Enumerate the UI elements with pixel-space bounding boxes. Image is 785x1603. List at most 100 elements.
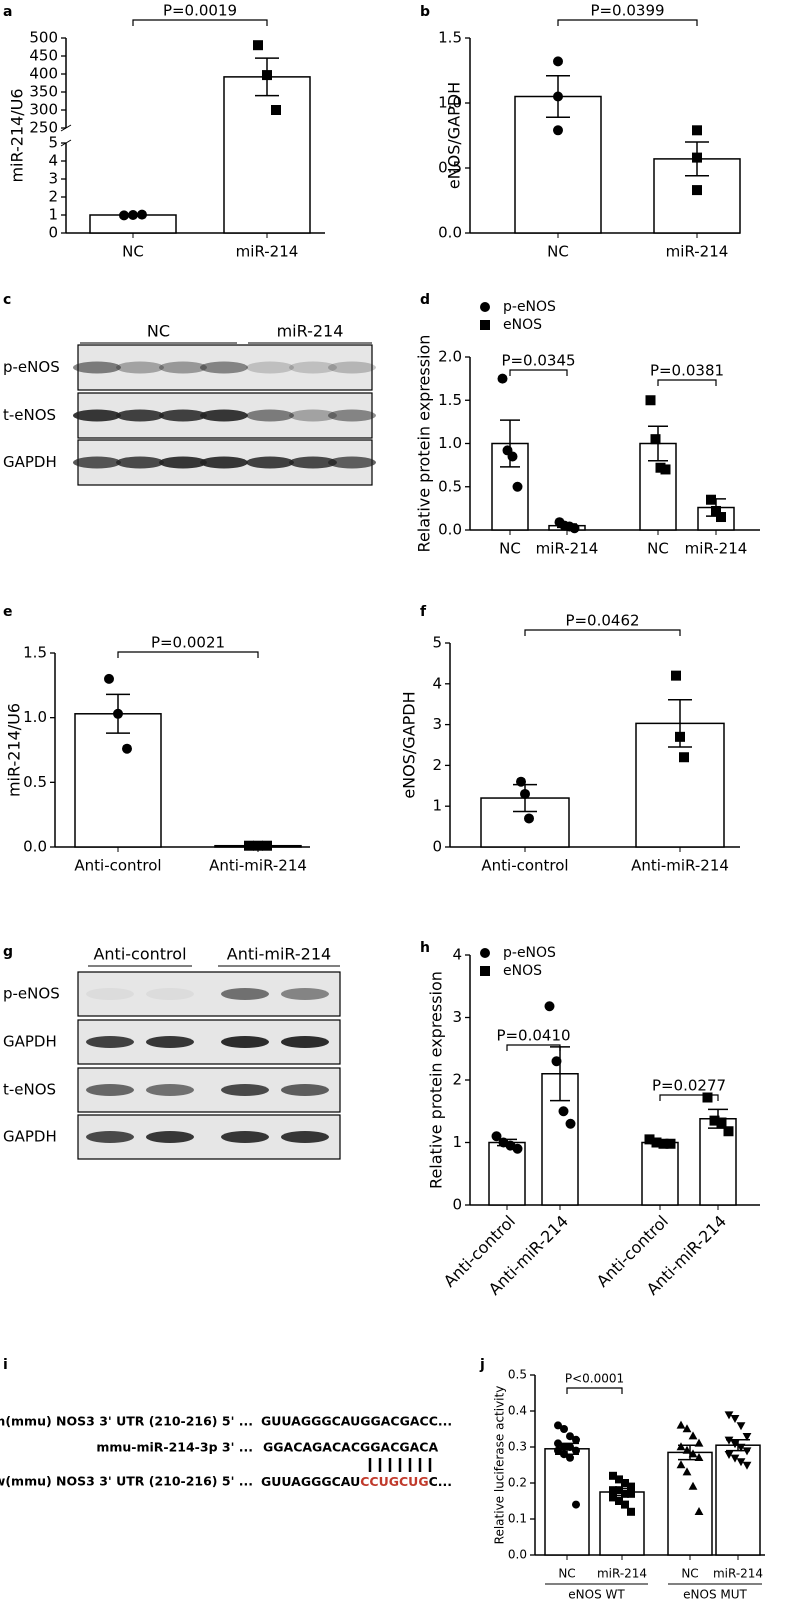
y-axis-label: Relative luciferase activity — [493, 1386, 507, 1545]
point — [480, 302, 490, 312]
point — [716, 1117, 727, 1128]
point — [742, 1447, 752, 1456]
blot-band — [86, 1084, 134, 1096]
point — [128, 210, 138, 220]
p-value: P<0.0001 — [565, 1372, 624, 1386]
group-label: Anti-miR-214 — [227, 945, 331, 964]
x-tick-label: NC — [547, 243, 569, 261]
point — [480, 966, 490, 976]
point — [524, 813, 534, 824]
y-tick-label: 0 — [48, 224, 58, 242]
y-tick-label: 0 — [452, 1196, 462, 1214]
point — [736, 1422, 746, 1431]
x-tick-label: miR-214 — [666, 243, 729, 261]
point — [520, 788, 530, 799]
y-tick-label: 1.5 — [23, 644, 47, 662]
blot-band — [246, 456, 294, 469]
point — [572, 1435, 580, 1444]
point — [516, 776, 526, 787]
point — [554, 1421, 562, 1430]
point — [253, 40, 263, 51]
point — [609, 1493, 617, 1502]
point — [119, 210, 129, 221]
panel-letter: b — [420, 4, 430, 20]
point — [724, 1436, 734, 1445]
blot-band — [116, 456, 164, 469]
p-value: P=0.0462 — [565, 612, 639, 630]
p-value: P=0.0021 — [151, 634, 225, 652]
point — [688, 1431, 698, 1440]
y-tick-label: 450 — [29, 47, 58, 65]
y-tick-label: 0.0 — [23, 838, 47, 856]
y-tick-label: 0.0 — [438, 224, 462, 242]
x-tick-label: Anti-miR-214 — [631, 857, 729, 875]
point — [262, 70, 272, 81]
x-tick-label: miR-214 — [536, 540, 599, 558]
blot-label: t-eNOS — [3, 1081, 56, 1099]
y-tick-label: 0.5 — [23, 773, 47, 791]
blot-band — [221, 1084, 269, 1096]
seq: GUUAGGGCAUCCUGCUGC... — [261, 1474, 452, 1489]
blot-band — [200, 361, 248, 374]
point — [244, 840, 254, 851]
point — [736, 1458, 746, 1467]
blot-band — [281, 1084, 329, 1096]
y-tick-label: 5 — [432, 634, 442, 652]
point — [682, 1467, 692, 1476]
point — [512, 1143, 523, 1154]
point — [716, 512, 726, 523]
point — [627, 1507, 635, 1516]
y-tick-label: 4 — [432, 674, 442, 692]
point — [566, 1432, 574, 1441]
legend-label: p-eNOS — [503, 945, 556, 961]
y-tick-label: 2 — [432, 756, 442, 774]
blot-label: GAPDH — [3, 1128, 57, 1146]
point — [688, 1449, 698, 1458]
point — [692, 152, 702, 163]
y-axis-label: Relative protein expression — [415, 335, 434, 553]
y-tick-label: 3 — [452, 1008, 462, 1026]
point — [566, 1443, 574, 1451]
point — [560, 1443, 568, 1451]
blot-label: GAPDH — [3, 453, 57, 471]
blot-band — [73, 456, 121, 469]
panel-letter: i — [3, 1357, 8, 1373]
blot-band — [116, 361, 164, 374]
point — [621, 1479, 629, 1487]
bracket — [132, 19, 268, 26]
point — [676, 1442, 686, 1451]
point — [553, 56, 563, 67]
y-tick-label: 4 — [48, 152, 58, 170]
seq-label: m(mmu) NOS3 3' UTR (210-216) 5' ... — [0, 1414, 253, 1429]
x-tick-label: Anti-control — [74, 857, 161, 875]
seq-part: GUUAGGGCAU — [261, 1474, 360, 1489]
point — [569, 523, 580, 534]
blot-band — [221, 1131, 269, 1143]
point — [553, 125, 563, 136]
y-tick-label: 1.0 — [438, 434, 462, 452]
blot-band — [86, 988, 134, 1000]
blot-band — [289, 361, 337, 374]
bar — [653, 158, 741, 234]
x-tick-label: NC — [122, 243, 144, 261]
blot-band — [159, 456, 207, 469]
group-label: eNOS MUT — [683, 1588, 747, 1602]
point — [694, 1507, 704, 1515]
point — [651, 1137, 662, 1148]
blot-band — [146, 988, 194, 1000]
point — [692, 125, 702, 136]
blot-band — [73, 409, 121, 422]
point — [645, 395, 656, 406]
blot-label: GAPDH — [3, 1033, 57, 1051]
y-tick-label: 0.2 — [508, 1476, 527, 1490]
p-value: P=0.0399 — [590, 2, 664, 20]
point — [650, 434, 661, 445]
x-tick-label: miR-214 — [236, 243, 299, 261]
blot-band — [246, 409, 294, 422]
y-axis-label: miR-214/U6 — [5, 703, 24, 797]
blot-band — [200, 456, 248, 469]
point — [694, 1438, 704, 1447]
blot-band — [328, 456, 376, 469]
point — [621, 1489, 629, 1498]
x-tick-label: Anti-control — [481, 857, 568, 875]
